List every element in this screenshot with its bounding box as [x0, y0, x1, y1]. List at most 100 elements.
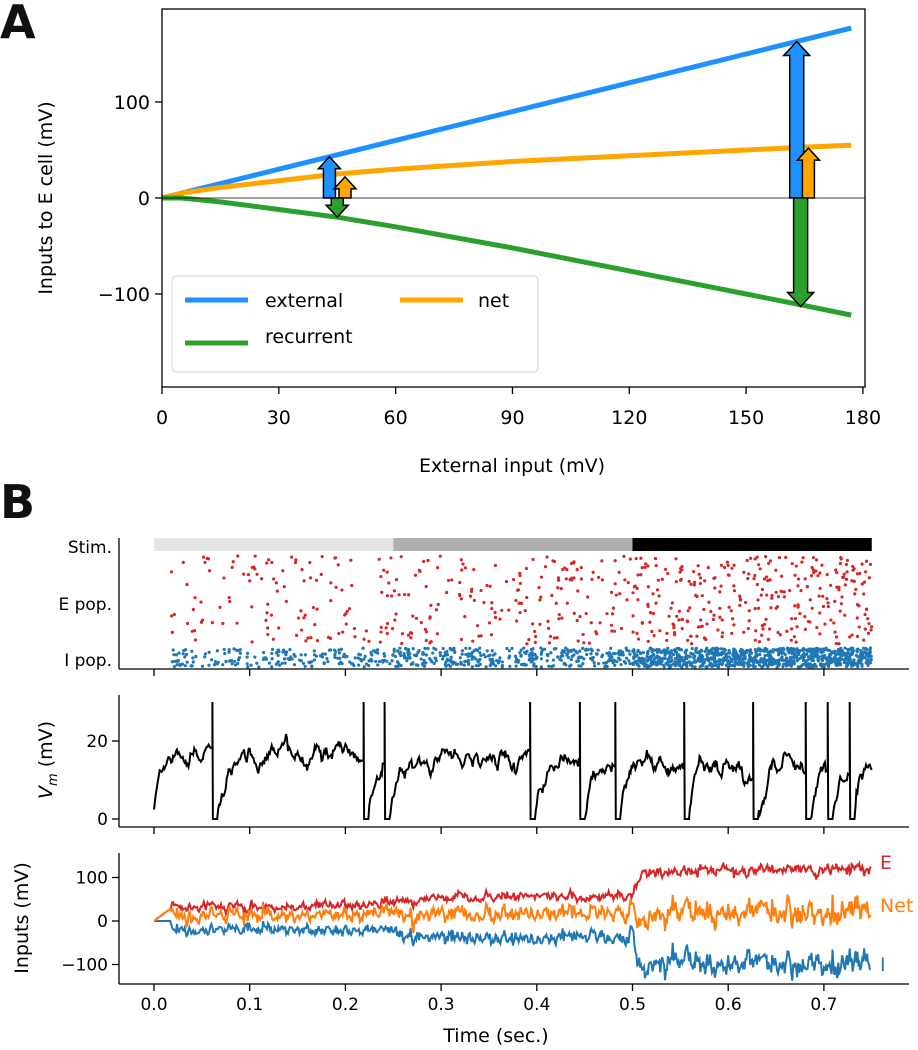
i-spike	[200, 664, 205, 668]
vm-ylabel-v: V	[35, 784, 57, 799]
i-spike	[203, 655, 207, 659]
e-spike	[799, 589, 803, 593]
e-spike	[434, 608, 439, 612]
e-spike	[490, 606, 494, 611]
e-spike	[493, 563, 498, 568]
i-spike	[767, 662, 772, 667]
e-spike	[445, 590, 449, 595]
e-spike	[732, 584, 736, 588]
e-spike	[766, 637, 771, 641]
i-spike	[474, 664, 478, 668]
e-spike	[561, 567, 565, 572]
e-spike	[667, 614, 671, 618]
e-spike	[591, 570, 595, 574]
i-spike	[783, 652, 787, 656]
e-spike	[546, 626, 551, 630]
e-spike	[639, 573, 643, 577]
i-spike	[641, 650, 646, 655]
e-spike	[230, 565, 234, 569]
i-spike	[610, 655, 614, 659]
e-spike	[752, 577, 756, 581]
e-spike	[866, 617, 870, 621]
e-spike	[841, 575, 845, 579]
i-spike	[723, 648, 727, 652]
i-spike	[253, 655, 257, 659]
i-spike	[529, 660, 533, 664]
i-spike	[496, 661, 501, 665]
i-spike	[675, 646, 679, 651]
i-spike	[370, 659, 374, 663]
e-spike	[726, 573, 730, 577]
e-spike	[309, 636, 313, 640]
e-spike	[269, 613, 274, 617]
i-spike	[232, 647, 236, 651]
i-spike	[563, 650, 567, 654]
i-spike	[858, 658, 863, 662]
raster-plot: Stim. E pop. I pop.	[58, 538, 909, 676]
e-spike	[719, 563, 724, 567]
e-spike	[539, 575, 544, 579]
i-spike	[673, 656, 677, 661]
e-spike	[639, 556, 643, 560]
i-spike	[207, 650, 211, 654]
i-spike	[289, 655, 293, 659]
i-spike	[850, 662, 854, 667]
i-spike	[264, 657, 269, 661]
e-spike	[336, 563, 340, 567]
e-spike	[266, 626, 270, 630]
i-spike	[854, 662, 858, 667]
e-spike	[422, 559, 426, 564]
i-spike	[337, 651, 342, 655]
i-spike	[729, 659, 734, 663]
i-spike	[322, 661, 326, 666]
e-spike	[685, 619, 689, 623]
e-spike	[759, 593, 763, 597]
i-spike	[402, 652, 406, 656]
e-spike	[646, 639, 650, 643]
i-spike	[811, 665, 815, 669]
i-spike	[828, 661, 832, 665]
e-spike	[392, 589, 397, 593]
e-spike	[707, 600, 711, 604]
e-spike	[646, 602, 650, 606]
e-spike	[435, 632, 439, 636]
e-spike	[628, 557, 632, 561]
i-spike	[396, 649, 400, 653]
e-spike	[471, 639, 475, 643]
e-spike	[643, 565, 647, 569]
i-spike	[267, 661, 272, 665]
i-spike	[337, 662, 341, 666]
e-spike	[798, 611, 802, 616]
e-spike	[460, 568, 464, 572]
e-spike	[760, 587, 765, 592]
i-spike	[804, 664, 808, 668]
e-spike	[839, 557, 843, 561]
i-spike	[782, 662, 786, 666]
e-spike	[277, 626, 281, 630]
vm-ylabel-unit: (mV)	[35, 721, 57, 773]
i-spike	[647, 664, 651, 669]
i-spike	[474, 648, 478, 652]
e-spike	[792, 635, 797, 639]
i-spike	[742, 662, 746, 666]
e-spike	[169, 570, 174, 574]
e-spike	[519, 601, 524, 605]
i-spike	[781, 664, 785, 669]
i-spike	[276, 660, 280, 664]
e-spike	[833, 599, 837, 604]
i-spike	[662, 656, 667, 660]
e-spike	[377, 557, 381, 561]
vm-trace	[153, 701, 873, 820]
i-spike	[518, 651, 522, 655]
e-spike	[834, 635, 839, 639]
line-net	[161, 142, 852, 201]
e-spike	[394, 612, 398, 616]
time-tick-label: 0.6	[715, 995, 742, 1015]
e-spike	[507, 608, 511, 612]
e-spike	[250, 640, 254, 644]
e-spike	[487, 621, 492, 625]
i-spike	[274, 651, 279, 655]
e-spike	[559, 586, 563, 591]
e-spike	[848, 635, 852, 639]
i-spike	[464, 652, 468, 657]
